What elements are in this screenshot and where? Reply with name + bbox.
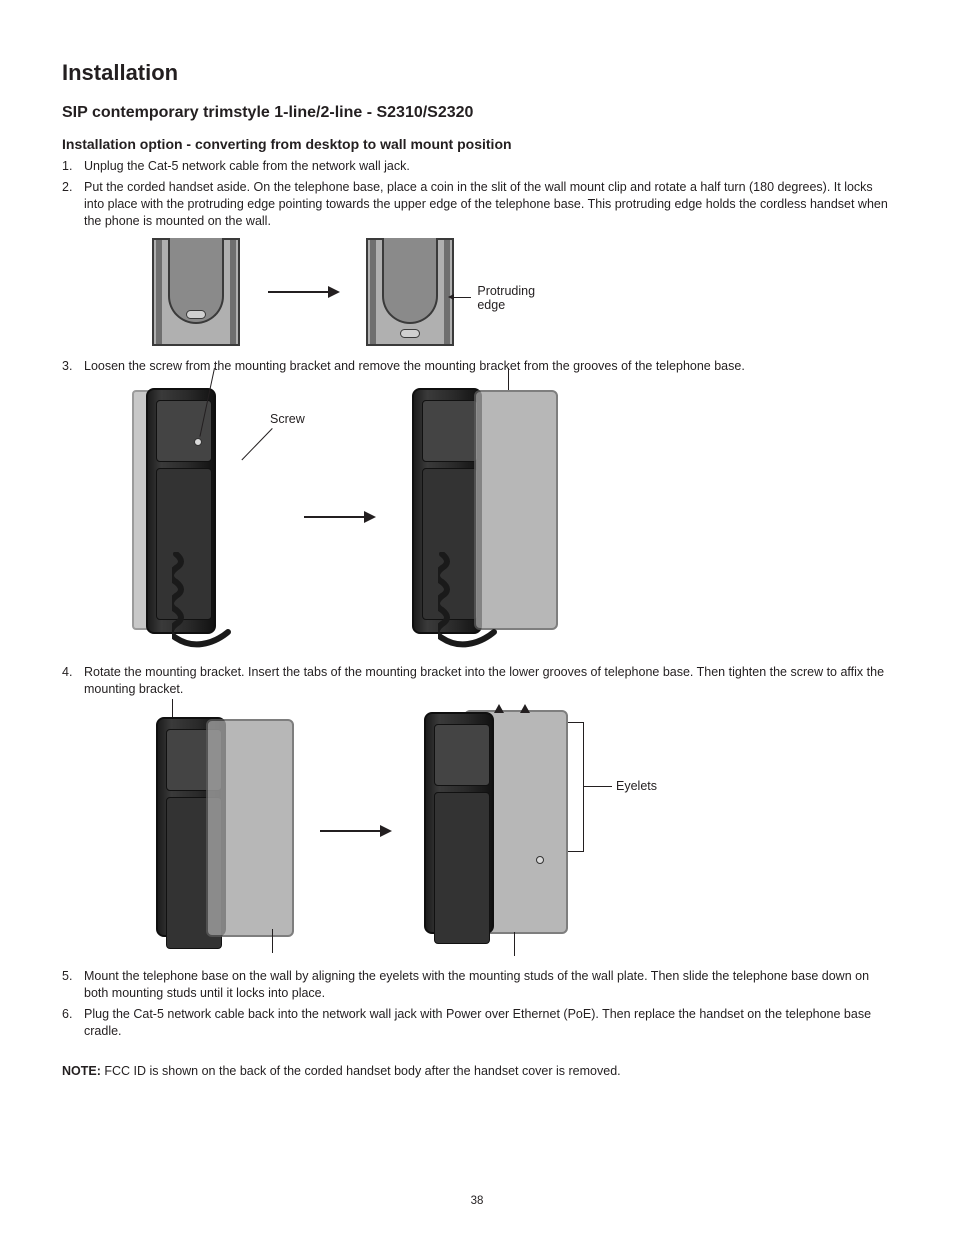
note-prefix: NOTE: <box>62 1064 101 1078</box>
step-number: 5. <box>62 968 72 985</box>
list-item: 3. Loosen the screw from the mounting br… <box>62 358 892 375</box>
list-item: 6. Plug the Cat-5 network cable back int… <box>62 1006 892 1040</box>
protruding-edge-label: Protruding edge <box>477 284 541 312</box>
phone-rotated-before <box>132 711 302 951</box>
instruction-list: 5. Mount the telephone base on the wall … <box>62 968 892 1040</box>
step-text: Unplug the Cat-5 network cable from the … <box>84 159 410 173</box>
list-item: 2. Put the corded handset aside. On the … <box>62 179 892 230</box>
figure-clip-rotation: Protruding edge <box>152 238 892 346</box>
instruction-list: 4. Rotate the mounting bracket. Insert t… <box>62 664 892 698</box>
instruction-list: 1. Unplug the Cat-5 network cable from t… <box>62 158 892 230</box>
step-number: 3. <box>62 358 72 375</box>
note-paragraph: NOTE: FCC ID is shown on the back of the… <box>62 1064 892 1078</box>
phone-rotated-after: Eyelets <box>408 706 628 956</box>
clip-before <box>152 238 240 346</box>
page-subtitle: SIP contemporary trimstyle 1-line/2-line… <box>62 104 892 122</box>
screw-label: Screw <box>270 412 305 426</box>
instruction-list: 3. Loosen the screw from the mounting br… <box>62 358 892 375</box>
step-text: Mount the telephone base on the wall by … <box>84 969 869 1000</box>
step-text: Loosen the screw from the mounting brack… <box>84 359 745 373</box>
step-number: 1. <box>62 158 72 175</box>
eyelet-arrow-icon <box>494 704 504 713</box>
arrow-right-icon <box>320 830 390 832</box>
clip-after: Protruding edge <box>366 238 454 346</box>
step-text: Rotate the mounting bracket. Insert the … <box>84 665 884 696</box>
phone-after <box>388 382 588 652</box>
step-number: 4. <box>62 664 72 681</box>
arrow-right-icon <box>304 516 374 518</box>
step-number: 2. <box>62 179 72 196</box>
coil-cord-icon <box>438 552 508 648</box>
note-text: FCC ID is shown on the back of the corde… <box>101 1064 621 1078</box>
step-text: Plug the Cat-5 network cable back into t… <box>84 1007 871 1038</box>
page-number: 38 <box>0 1195 954 1207</box>
phone-before: Screw <box>122 382 302 652</box>
arrow-right-icon <box>268 291 338 293</box>
list-item: 4. Rotate the mounting bracket. Insert t… <box>62 664 892 698</box>
step-number: 6. <box>62 1006 72 1023</box>
figure-bracket-rotate: Eyelets <box>132 706 892 956</box>
page-title: Installation <box>62 60 892 86</box>
step-text: Put the corded handset aside. On the tel… <box>84 180 888 228</box>
list-item: 1. Unplug the Cat-5 network cable from t… <box>62 158 892 175</box>
section-heading: Installation option - converting from de… <box>62 136 892 152</box>
coil-cord-icon <box>172 552 242 648</box>
eyelets-label: Eyelets <box>616 779 657 793</box>
eyelet-arrow-icon <box>520 704 530 713</box>
list-item: 5. Mount the telephone base on the wall … <box>62 968 892 1002</box>
figure-bracket-remove: Screw <box>122 382 892 652</box>
